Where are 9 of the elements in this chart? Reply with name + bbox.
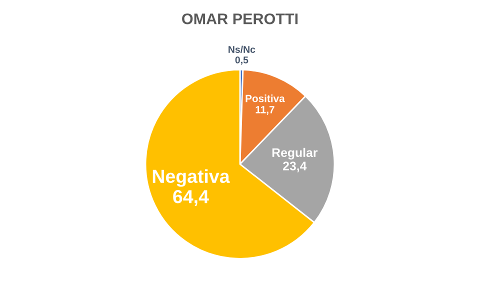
slice-label: Positiva <box>246 94 285 102</box>
data-label: 23,4 <box>283 162 307 172</box>
chart-title: OMAR PEROTTI <box>182 13 298 24</box>
slice-label: Regular <box>272 148 318 160</box>
data-label: 0,5 <box>235 56 248 65</box>
data-label: 11,7 <box>256 106 274 115</box>
slice-label: Negativa <box>152 169 230 187</box>
data-label: 64,4 <box>173 190 209 206</box>
slice-label: Ns/Nc <box>228 46 256 54</box>
